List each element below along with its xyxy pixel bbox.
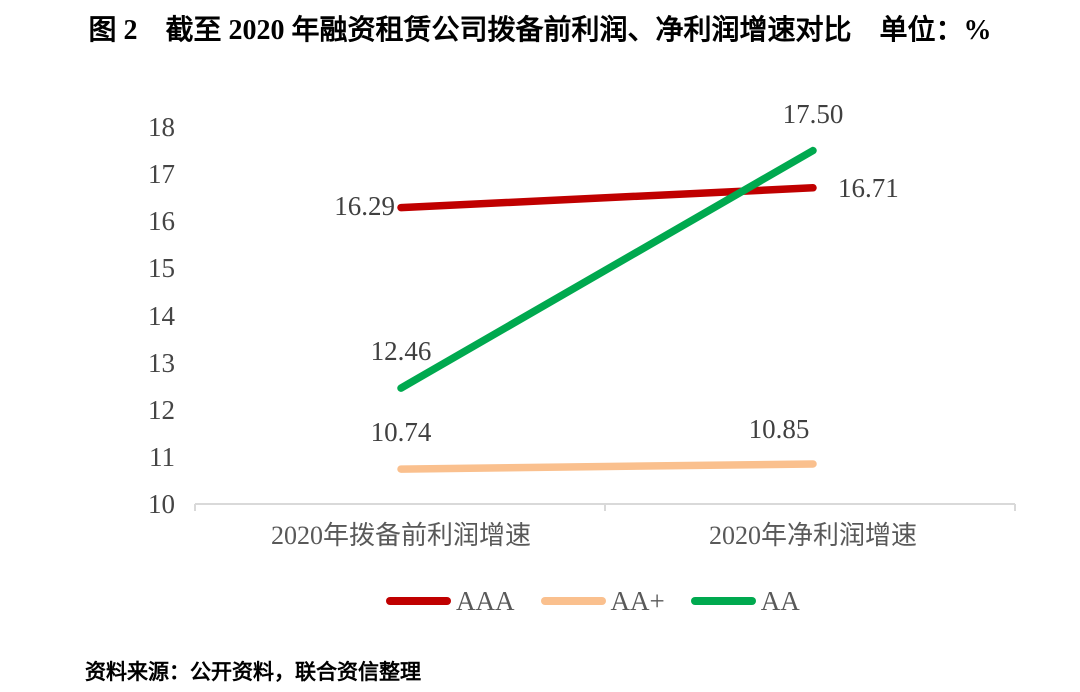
data-label-AA+-1: 10.85 (748, 413, 810, 444)
chart-title: 图 2 截至 2020 年融资租赁公司拨备前利润、净利润增速对比 单位：% (88, 15, 992, 46)
legend-swatch-AA+ (540, 597, 606, 605)
data-label-AAA-1: 16.71 (838, 172, 899, 203)
y-tick-label-11: 11 (149, 441, 175, 472)
source-note: 资料来源：公开资料，联合资信整理 (85, 660, 421, 684)
series-line-AAA (397, 184, 817, 212)
legend: AAA AA+ AA (386, 585, 800, 617)
legend-item-AA+: AA+ (540, 585, 665, 617)
legend-label-AA: AA (760, 586, 800, 616)
y-tick-label-12: 12 (148, 394, 175, 425)
data-label-AA+-0: 10.74 (370, 417, 432, 448)
data-label-AAA-0: 16.29 (334, 190, 395, 221)
y-tick-label-10: 10 (148, 489, 175, 519)
data-label-AA-0: 12.46 (370, 336, 432, 367)
x-category-label-1: 2020年净利润增速 (708, 521, 918, 550)
y-tick-label-14: 14 (148, 300, 175, 331)
series-line-AA (397, 146, 817, 392)
y-tick-label-13: 13 (148, 347, 175, 378)
y-tick-label-18: 18 (148, 112, 175, 142)
legend-label-AA+: AA+ (610, 586, 665, 616)
legend-swatch-AA (690, 597, 756, 605)
data-label-AA-1: 17.50 (782, 98, 844, 129)
legend-item-AA: AA (690, 585, 800, 617)
x-category-label-0: 2020年拨备前利润增速 (270, 521, 532, 550)
legend-item-AAA: AAA (386, 585, 515, 617)
legend-swatch-AAA (386, 597, 451, 605)
series-line-AA+ (397, 460, 817, 473)
y-tick-label-17: 17 (148, 159, 175, 190)
y-tick-label-15: 15 (148, 253, 175, 284)
legend-label-AAA: AAA (456, 586, 515, 616)
y-tick-label-16: 16 (148, 206, 175, 237)
